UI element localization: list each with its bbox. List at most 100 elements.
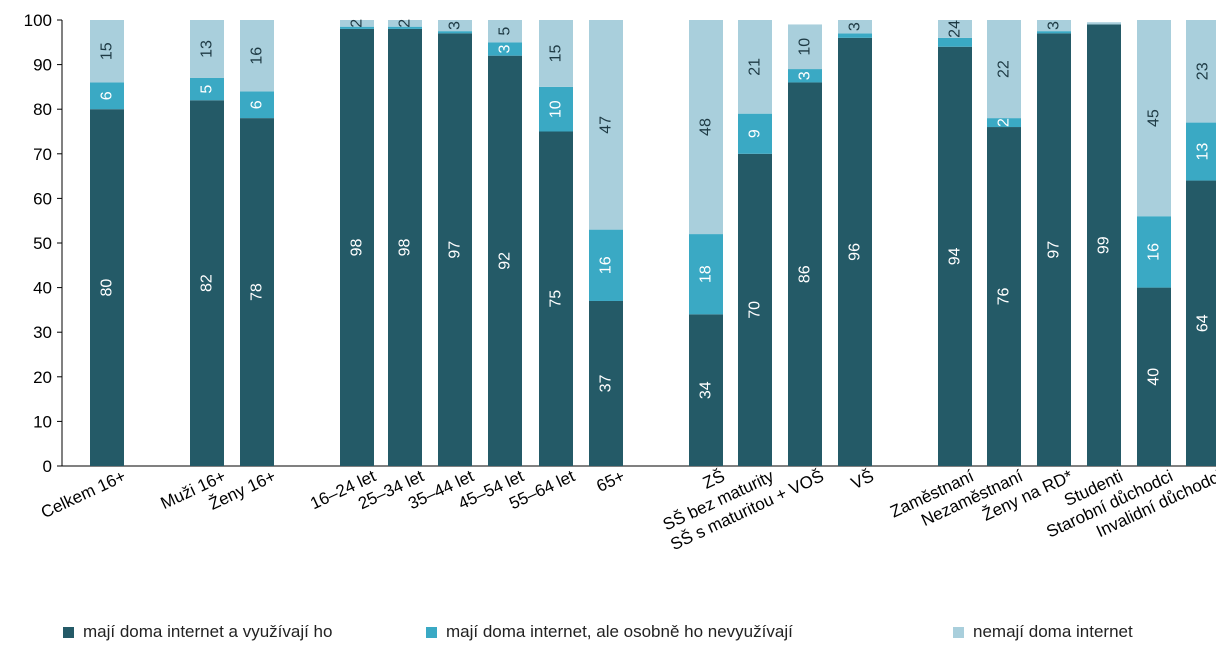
bar-segment xyxy=(589,229,623,301)
bar-segment xyxy=(539,131,573,466)
data-label: 97 xyxy=(447,241,464,259)
bar-segment xyxy=(788,82,822,466)
data-label: 98 xyxy=(349,238,366,256)
bar-segment xyxy=(1087,22,1121,25)
data-label: 21 xyxy=(747,58,764,76)
bar-segment xyxy=(438,33,472,466)
data-label: 99 xyxy=(1096,236,1113,254)
data-label: 23 xyxy=(1195,62,1212,80)
data-label: 2 xyxy=(349,19,366,28)
bar-segment xyxy=(738,153,772,467)
data-label: 5 xyxy=(199,85,216,94)
bar-segment xyxy=(938,37,972,47)
bar-segment xyxy=(987,127,1021,466)
bar-segment xyxy=(438,20,472,32)
bar-segment xyxy=(689,234,723,315)
bar-segment xyxy=(90,20,124,83)
bar-segment xyxy=(340,28,374,466)
data-label: 6 xyxy=(249,100,266,109)
bar-segment xyxy=(838,20,872,34)
data-label: 16 xyxy=(598,256,615,274)
bar-segment xyxy=(340,26,374,29)
bar-segment xyxy=(788,69,822,83)
bar-segment xyxy=(438,31,472,34)
bar-segment xyxy=(1037,20,1071,32)
bar-segment xyxy=(589,300,623,466)
bar-segment xyxy=(488,55,522,467)
legend-label-not-used: mají doma internet, ale osobně ho nevyuž… xyxy=(446,622,793,641)
bar-segment xyxy=(539,86,573,132)
bar-segment xyxy=(838,33,872,38)
data-label: 13 xyxy=(1195,143,1212,161)
bar-segment xyxy=(738,20,772,114)
bar-segment xyxy=(388,28,422,466)
legend-item-no-internet: nemají doma internet xyxy=(953,622,1133,642)
y-tick-label: 10 xyxy=(33,412,52,431)
data-label: 3 xyxy=(497,44,514,53)
bar-segment xyxy=(788,24,822,70)
y-tick-label: 70 xyxy=(33,145,52,164)
bar-segment xyxy=(190,20,224,78)
data-label: 5 xyxy=(497,27,514,36)
bar-segment xyxy=(689,314,723,466)
y-tick-label: 40 xyxy=(33,279,52,298)
bar-segment xyxy=(240,20,274,92)
bar-segment xyxy=(987,20,1021,119)
data-label: 96 xyxy=(847,243,864,261)
bar-segment xyxy=(1137,216,1171,288)
data-label: 92 xyxy=(497,252,514,270)
data-label: 24 xyxy=(947,20,964,38)
bar-segment xyxy=(388,20,422,27)
data-label: 47 xyxy=(598,116,615,134)
x-tick-label: VŠ xyxy=(848,466,877,493)
data-label: 48 xyxy=(698,118,715,136)
legend-label-no-internet: nemají doma internet xyxy=(973,622,1133,641)
data-label: 45 xyxy=(1146,109,1163,127)
bar-segment xyxy=(90,109,124,466)
data-label: 18 xyxy=(698,265,715,283)
data-label: 16 xyxy=(1146,243,1163,261)
data-label: 15 xyxy=(548,44,565,62)
bar-segment xyxy=(1137,20,1171,217)
bar-segment xyxy=(90,82,124,110)
y-tick-label: 60 xyxy=(33,189,52,208)
bar-segment xyxy=(488,42,522,56)
legend-swatch-no-internet xyxy=(953,626,964,638)
bar-segment xyxy=(1037,33,1071,466)
data-label: 16 xyxy=(249,47,266,65)
bar-segment xyxy=(1087,24,1121,467)
bar-segment xyxy=(987,118,1021,128)
data-label: 2 xyxy=(397,19,414,28)
legend-swatch-used xyxy=(63,626,74,638)
bar-segment xyxy=(938,46,972,466)
data-label: 76 xyxy=(996,288,1013,306)
data-label: 9 xyxy=(747,129,764,138)
data-label: 3 xyxy=(797,71,814,80)
data-label: 34 xyxy=(698,381,715,399)
bar-segment xyxy=(689,20,723,235)
data-label: 70 xyxy=(747,301,764,319)
bar-segment xyxy=(1186,122,1216,181)
bar-segment xyxy=(1186,20,1216,123)
bar-segment xyxy=(838,37,872,467)
data-label: 10 xyxy=(548,100,565,118)
data-label: 75 xyxy=(548,290,565,308)
data-label: 80 xyxy=(99,279,116,297)
y-tick-label: 0 xyxy=(43,457,52,476)
bar-segment xyxy=(190,77,224,101)
data-label: 98 xyxy=(397,238,414,256)
y-tick-label: 100 xyxy=(24,11,52,30)
x-tick-label: 65+ xyxy=(594,466,628,495)
data-label: 3 xyxy=(847,22,864,31)
y-tick-label: 90 xyxy=(33,56,52,75)
bar-segment xyxy=(240,91,274,119)
y-tick-label: 30 xyxy=(33,323,52,342)
bar-segment xyxy=(539,20,573,87)
data-label: 6 xyxy=(99,91,116,100)
bar-segment xyxy=(1037,31,1071,34)
y-tick-label: 50 xyxy=(33,234,52,253)
bar-segment xyxy=(738,113,772,154)
data-label: 3 xyxy=(447,21,464,30)
